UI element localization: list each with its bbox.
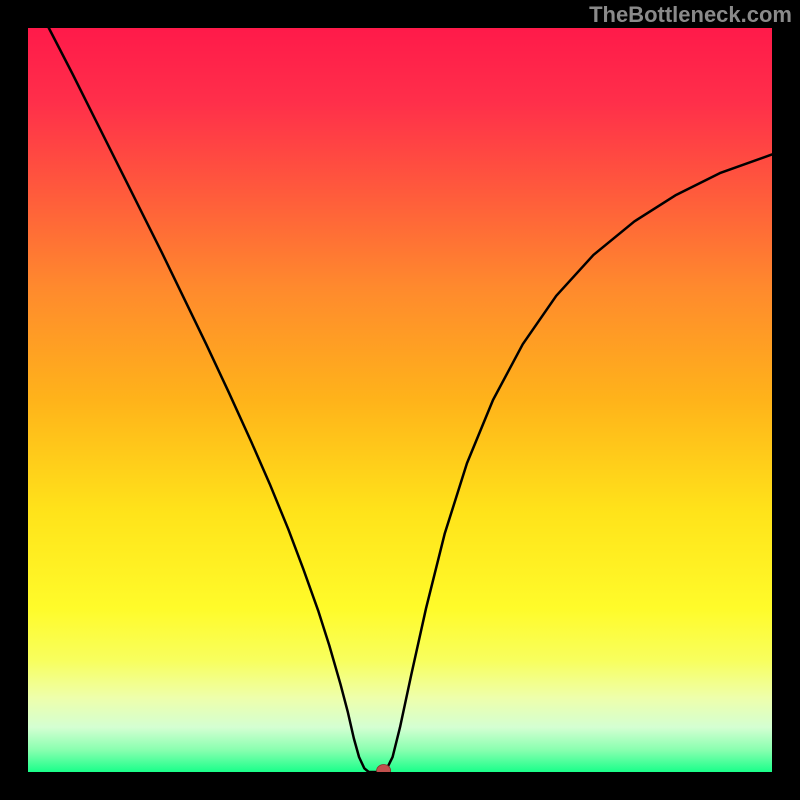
bottleneck-chart: TheBottleneck.com	[0, 0, 800, 800]
chart-svg	[0, 0, 800, 800]
plot-background	[28, 28, 772, 772]
